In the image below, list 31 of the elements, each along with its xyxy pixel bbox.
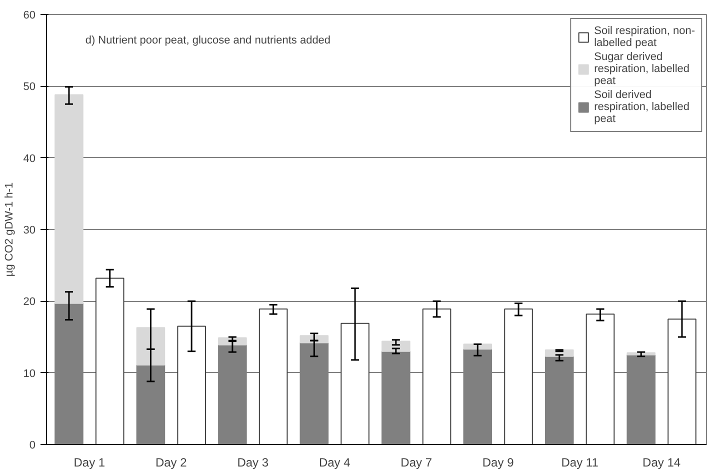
bar (177, 326, 206, 444)
x-tick-label: Day 3 (237, 456, 269, 470)
y-tick-label: 0 (29, 440, 36, 452)
y-axis-title: µg CO2 gDW-1 h-1 (3, 182, 16, 277)
legend-label: Soil respiration, non-labelled peat (594, 25, 695, 49)
bar (95, 278, 124, 444)
y-tick-label: 10 (23, 368, 36, 380)
bar (258, 308, 288, 444)
legend-label: Soil derived respiration, labelled peat (594, 89, 690, 125)
x-tick-label: Day 1 (74, 456, 106, 470)
bar (422, 308, 452, 444)
bar (54, 94, 84, 304)
x-tick-label: Day 2 (155, 456, 188, 470)
y-tick-label: 20 (23, 296, 36, 308)
text: d) Nutrient poor peat, glucose and nutrients added (85, 34, 331, 46)
bar (586, 314, 615, 444)
bar (504, 308, 533, 444)
bar (668, 318, 696, 444)
legend-label: Sugar derived respiration, labelled peat (594, 51, 690, 87)
x-tick-label: Day 7 (400, 456, 432, 470)
y-tick-label: 60 (23, 10, 36, 22)
y-tick-label: 50 (23, 81, 36, 94)
bar (300, 335, 329, 344)
y-tick-label: 40 (23, 152, 36, 165)
bar (340, 322, 370, 444)
y-tick-label: 30 (23, 224, 36, 236)
x-tick-label: Day 9 (482, 456, 514, 470)
bar (136, 327, 166, 366)
x-tick-label: Day 11 (561, 456, 599, 470)
x-tick-label: Day 4 (318, 456, 351, 470)
x-tick-label: Day 14 (642, 456, 681, 470)
